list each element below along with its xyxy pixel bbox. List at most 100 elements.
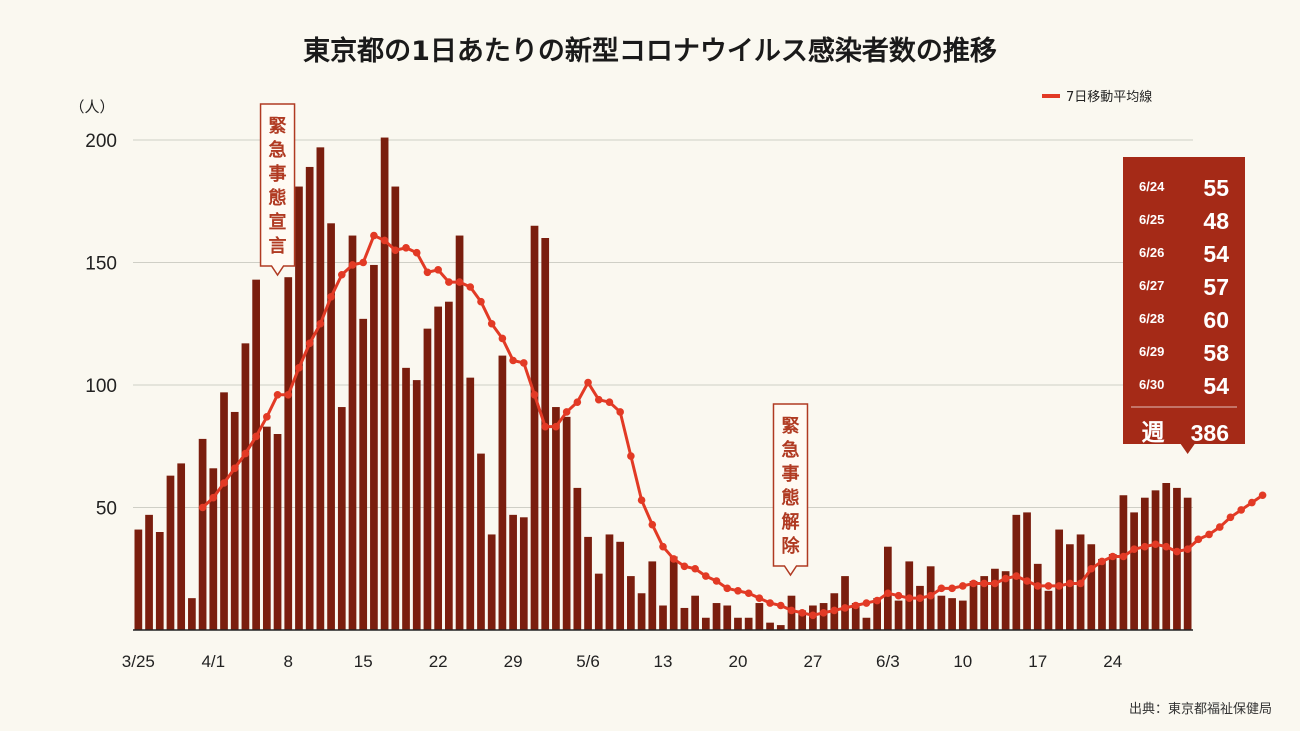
x-tick-label: 3/25 [122, 652, 155, 671]
bar [1108, 554, 1117, 630]
moving-average-point [263, 413, 271, 421]
moving-average-point [230, 464, 239, 473]
moving-average-point [819, 609, 828, 617]
moving-average-point [605, 398, 614, 406]
bar [1055, 529, 1064, 630]
bar [466, 377, 475, 630]
bar [873, 598, 881, 630]
bar [1183, 497, 1192, 630]
moving-average-point [1108, 552, 1117, 561]
bar [659, 605, 667, 630]
moving-average-point [1162, 542, 1171, 551]
chart-title: 東京都の1日あたりの新型コロナウイルス感染者数の推移 [303, 35, 997, 67]
moving-average-series [198, 231, 1267, 620]
moving-average-point [1173, 547, 1181, 556]
highlight-date: 6/29 [1139, 344, 1164, 359]
moving-average-point [669, 555, 678, 563]
moving-average-point [1141, 542, 1149, 551]
x-axis-ticks: 3/25 4/1 8 15 22 29 5/6 13 20 27 6/3 10 17 24 [122, 652, 1122, 671]
moving-average-point [423, 268, 432, 277]
bar [1098, 558, 1106, 630]
moving-average-point [916, 594, 924, 602]
moving-average-point [627, 452, 635, 460]
x-tick-label: 15 [354, 652, 373, 671]
bar [1087, 544, 1096, 630]
moving-average-point [305, 339, 314, 348]
bar [798, 610, 807, 630]
bar [605, 534, 614, 630]
bar [1162, 483, 1171, 630]
moving-average-point [327, 293, 335, 301]
moving-average-point [659, 542, 667, 551]
bar [145, 514, 153, 630]
bar [1044, 590, 1053, 630]
y-tick-label: 200 [85, 131, 117, 152]
moving-average-point [1237, 506, 1245, 514]
bar [198, 438, 207, 630]
bar [669, 556, 678, 630]
moving-average-point [1033, 582, 1042, 590]
bar [509, 514, 517, 630]
x-tick-label: 5/6 [576, 652, 600, 671]
moving-average-point [520, 359, 528, 367]
moving-average-point [477, 297, 485, 306]
annotation-box [772, 403, 809, 577]
bar [541, 238, 550, 630]
x-tick-label: 20 [728, 652, 747, 671]
bar [262, 426, 271, 630]
moving-average-point [991, 579, 999, 588]
x-tick-label: 8 [284, 652, 293, 671]
moving-average-point [562, 408, 571, 416]
highlight-box: 6/24 55 6/25 48 6/26 54 6/27 57 6/28 60 6/29 58 6/30… [1123, 157, 1245, 454]
bar [305, 166, 314, 630]
moving-average-point [1087, 564, 1096, 573]
moving-average-point [412, 248, 421, 257]
moving-average-point [498, 334, 507, 343]
moving-average-point [809, 611, 817, 620]
y-axis-ticks: 50 100 150 200 [85, 131, 117, 520]
moving-average-point [734, 587, 742, 595]
moving-average-point [241, 449, 250, 458]
bar [155, 532, 164, 630]
highlight-total-label: 週 [1142, 419, 1165, 445]
bar [220, 392, 228, 630]
y-tick-label: 100 [85, 376, 117, 397]
bar [680, 607, 689, 630]
source-note: 出典：東京都福祉保健局 [1129, 701, 1272, 717]
bar [862, 617, 871, 630]
moving-average-point [209, 493, 218, 502]
y-tick-label: 50 [96, 499, 117, 520]
moving-average-point [1055, 582, 1063, 590]
bar [498, 355, 507, 630]
moving-average-point [1130, 545, 1138, 553]
bar [391, 186, 400, 631]
y-tick-label: 150 [85, 254, 117, 275]
bar [1130, 512, 1138, 630]
moving-average-point [402, 244, 410, 252]
moving-average-point [616, 408, 624, 416]
bar [734, 617, 742, 630]
moving-average-point [445, 278, 453, 286]
bar [755, 603, 764, 630]
moving-average-point [798, 609, 806, 617]
x-tick-label: 17 [1028, 652, 1047, 671]
bar [616, 541, 625, 630]
highlight-value: 48 [1203, 208, 1229, 234]
bar [519, 517, 528, 630]
moving-average-point [487, 319, 496, 328]
moving-average-point [552, 422, 560, 431]
moving-average-point [252, 432, 260, 441]
bar [487, 534, 496, 630]
highlight-value: 54 [1203, 241, 1229, 267]
x-tick-label: 27 [803, 652, 822, 671]
bar [744, 617, 753, 630]
moving-average-point [948, 584, 956, 593]
bar [980, 576, 989, 630]
moving-average-point [766, 599, 774, 607]
bar [584, 536, 592, 630]
bar [530, 225, 539, 630]
x-tick-label: 29 [504, 652, 523, 671]
bar [1140, 497, 1149, 630]
bar [562, 416, 571, 630]
